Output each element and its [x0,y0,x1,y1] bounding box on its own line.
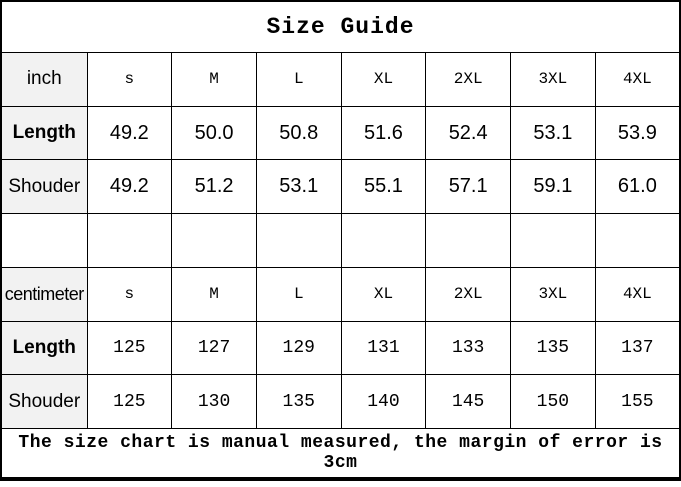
value-cell: 59.1 [510,159,596,215]
value-cell: 135 [510,320,596,376]
value-cell: 53.1 [255,159,342,215]
size-header-cell: XL [340,266,427,322]
centimeter-size-header-row: centimeter s M L XL 2XL 3XL 4XL [0,266,681,322]
value-cell: 145 [425,374,512,429]
row-label-length: Length [0,105,88,161]
empty-cell [510,213,596,268]
empty-cell [86,213,173,268]
size-header-cell: L [255,266,342,322]
row-label-length: Length [0,320,88,376]
size-header-cell: s [86,52,173,107]
value-cell: 50.0 [171,105,257,161]
size-header-cell: M [171,52,257,107]
centimeter-length-row: Length 125 127 129 131 133 135 137 [0,320,681,376]
unit-label-centimeter: centimeter [0,266,88,322]
inch-shouder-row: Shouder 49.2 51.2 53.1 55.1 57.1 59.1 61… [0,159,681,215]
value-cell: 130 [171,374,257,429]
value-cell: 127 [171,320,257,376]
size-header-cell: M [171,266,257,322]
size-header-cell: 2XL [425,52,512,107]
size-header-cell: 3XL [510,52,596,107]
size-header-cell: XL [340,52,427,107]
value-cell: 51.6 [340,105,427,161]
size-header-cell: s [86,266,173,322]
value-cell: 140 [340,374,427,429]
size-header-cell: L [255,52,342,107]
inch-size-header-row: inch s M L XL 2XL 3XL 4XL [0,52,681,107]
value-cell: 49.2 [86,105,173,161]
value-cell: 133 [425,320,512,376]
value-cell: 55.1 [340,159,427,215]
value-cell: 57.1 [425,159,512,215]
row-label-shouder: Shouder [0,159,88,215]
empty-cell [594,213,681,268]
empty-cell [171,213,257,268]
value-cell: 49.2 [86,159,173,215]
spacer-row [0,213,681,268]
empty-cell [340,213,427,268]
inch-length-row: Length 49.2 50.0 50.8 51.6 52.4 53.1 53.… [0,105,681,161]
value-cell: 51.2 [171,159,257,215]
empty-cell [255,213,342,268]
value-cell: 150 [510,374,596,429]
row-label-shouder: Shouder [0,374,88,429]
size-header-cell: 3XL [510,266,596,322]
empty-cell [425,213,512,268]
value-cell: 135 [255,374,342,429]
title-row: Size Guide [0,0,681,54]
footer-note: The size chart is manual measured, the m… [0,427,681,480]
value-cell: 129 [255,320,342,376]
value-cell: 53.9 [594,105,681,161]
empty-cell [0,213,88,268]
page-title: Size Guide [0,0,681,54]
centimeter-shouder-row: Shouder 125 130 135 140 145 150 155 [0,374,681,429]
value-cell: 52.4 [425,105,512,161]
value-cell: 53.1 [510,105,596,161]
size-header-cell: 4XL [594,52,681,107]
value-cell: 125 [86,320,173,376]
value-cell: 125 [86,374,173,429]
value-cell: 131 [340,320,427,376]
size-header-cell: 4XL [594,266,681,322]
value-cell: 50.8 [255,105,342,161]
value-cell: 61.0 [594,159,681,215]
value-cell: 137 [594,320,681,376]
footer-row: The size chart is manual measured, the m… [0,427,681,480]
unit-label-inch: inch [0,52,88,107]
value-cell: 155 [594,374,681,429]
size-header-cell: 2XL [425,266,512,322]
